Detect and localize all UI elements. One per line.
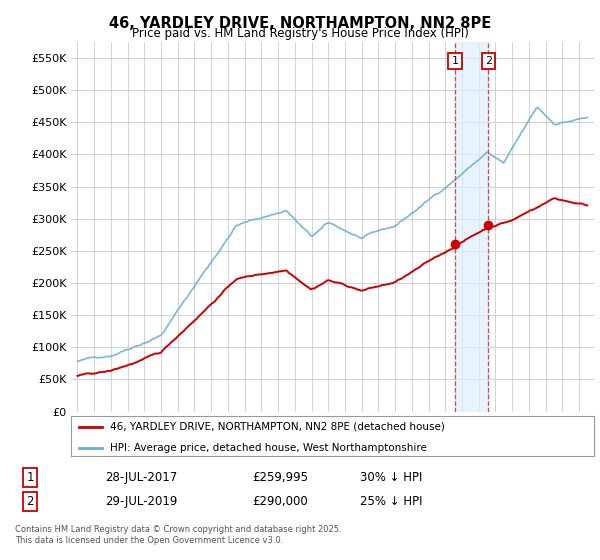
Bar	[455, 42, 488, 412]
Text: 30% ↓ HPI: 30% ↓ HPI	[360, 470, 422, 484]
Text: £259,995: £259,995	[252, 470, 308, 484]
Text: 2: 2	[485, 57, 492, 66]
Text: 1: 1	[451, 57, 458, 66]
Text: 28-JUL-2017: 28-JUL-2017	[105, 470, 177, 484]
Text: Price paid vs. HM Land Registry's House Price Index (HPI): Price paid vs. HM Land Registry's House …	[131, 27, 469, 40]
Text: 1: 1	[26, 470, 34, 484]
Text: HPI: Average price, detached house, West Northamptonshire: HPI: Average price, detached house, West…	[110, 442, 427, 452]
Text: 46, YARDLEY DRIVE, NORTHAMPTON, NN2 8PE: 46, YARDLEY DRIVE, NORTHAMPTON, NN2 8PE	[109, 16, 491, 31]
Text: £290,000: £290,000	[252, 494, 308, 508]
Text: Contains HM Land Registry data © Crown copyright and database right 2025.
This d: Contains HM Land Registry data © Crown c…	[15, 525, 341, 545]
Text: 25% ↓ HPI: 25% ↓ HPI	[360, 494, 422, 508]
Text: 46, YARDLEY DRIVE, NORTHAMPTON, NN2 8PE (detached house): 46, YARDLEY DRIVE, NORTHAMPTON, NN2 8PE …	[110, 422, 445, 432]
Text: 2: 2	[26, 494, 34, 508]
Text: 29-JUL-2019: 29-JUL-2019	[105, 494, 178, 508]
